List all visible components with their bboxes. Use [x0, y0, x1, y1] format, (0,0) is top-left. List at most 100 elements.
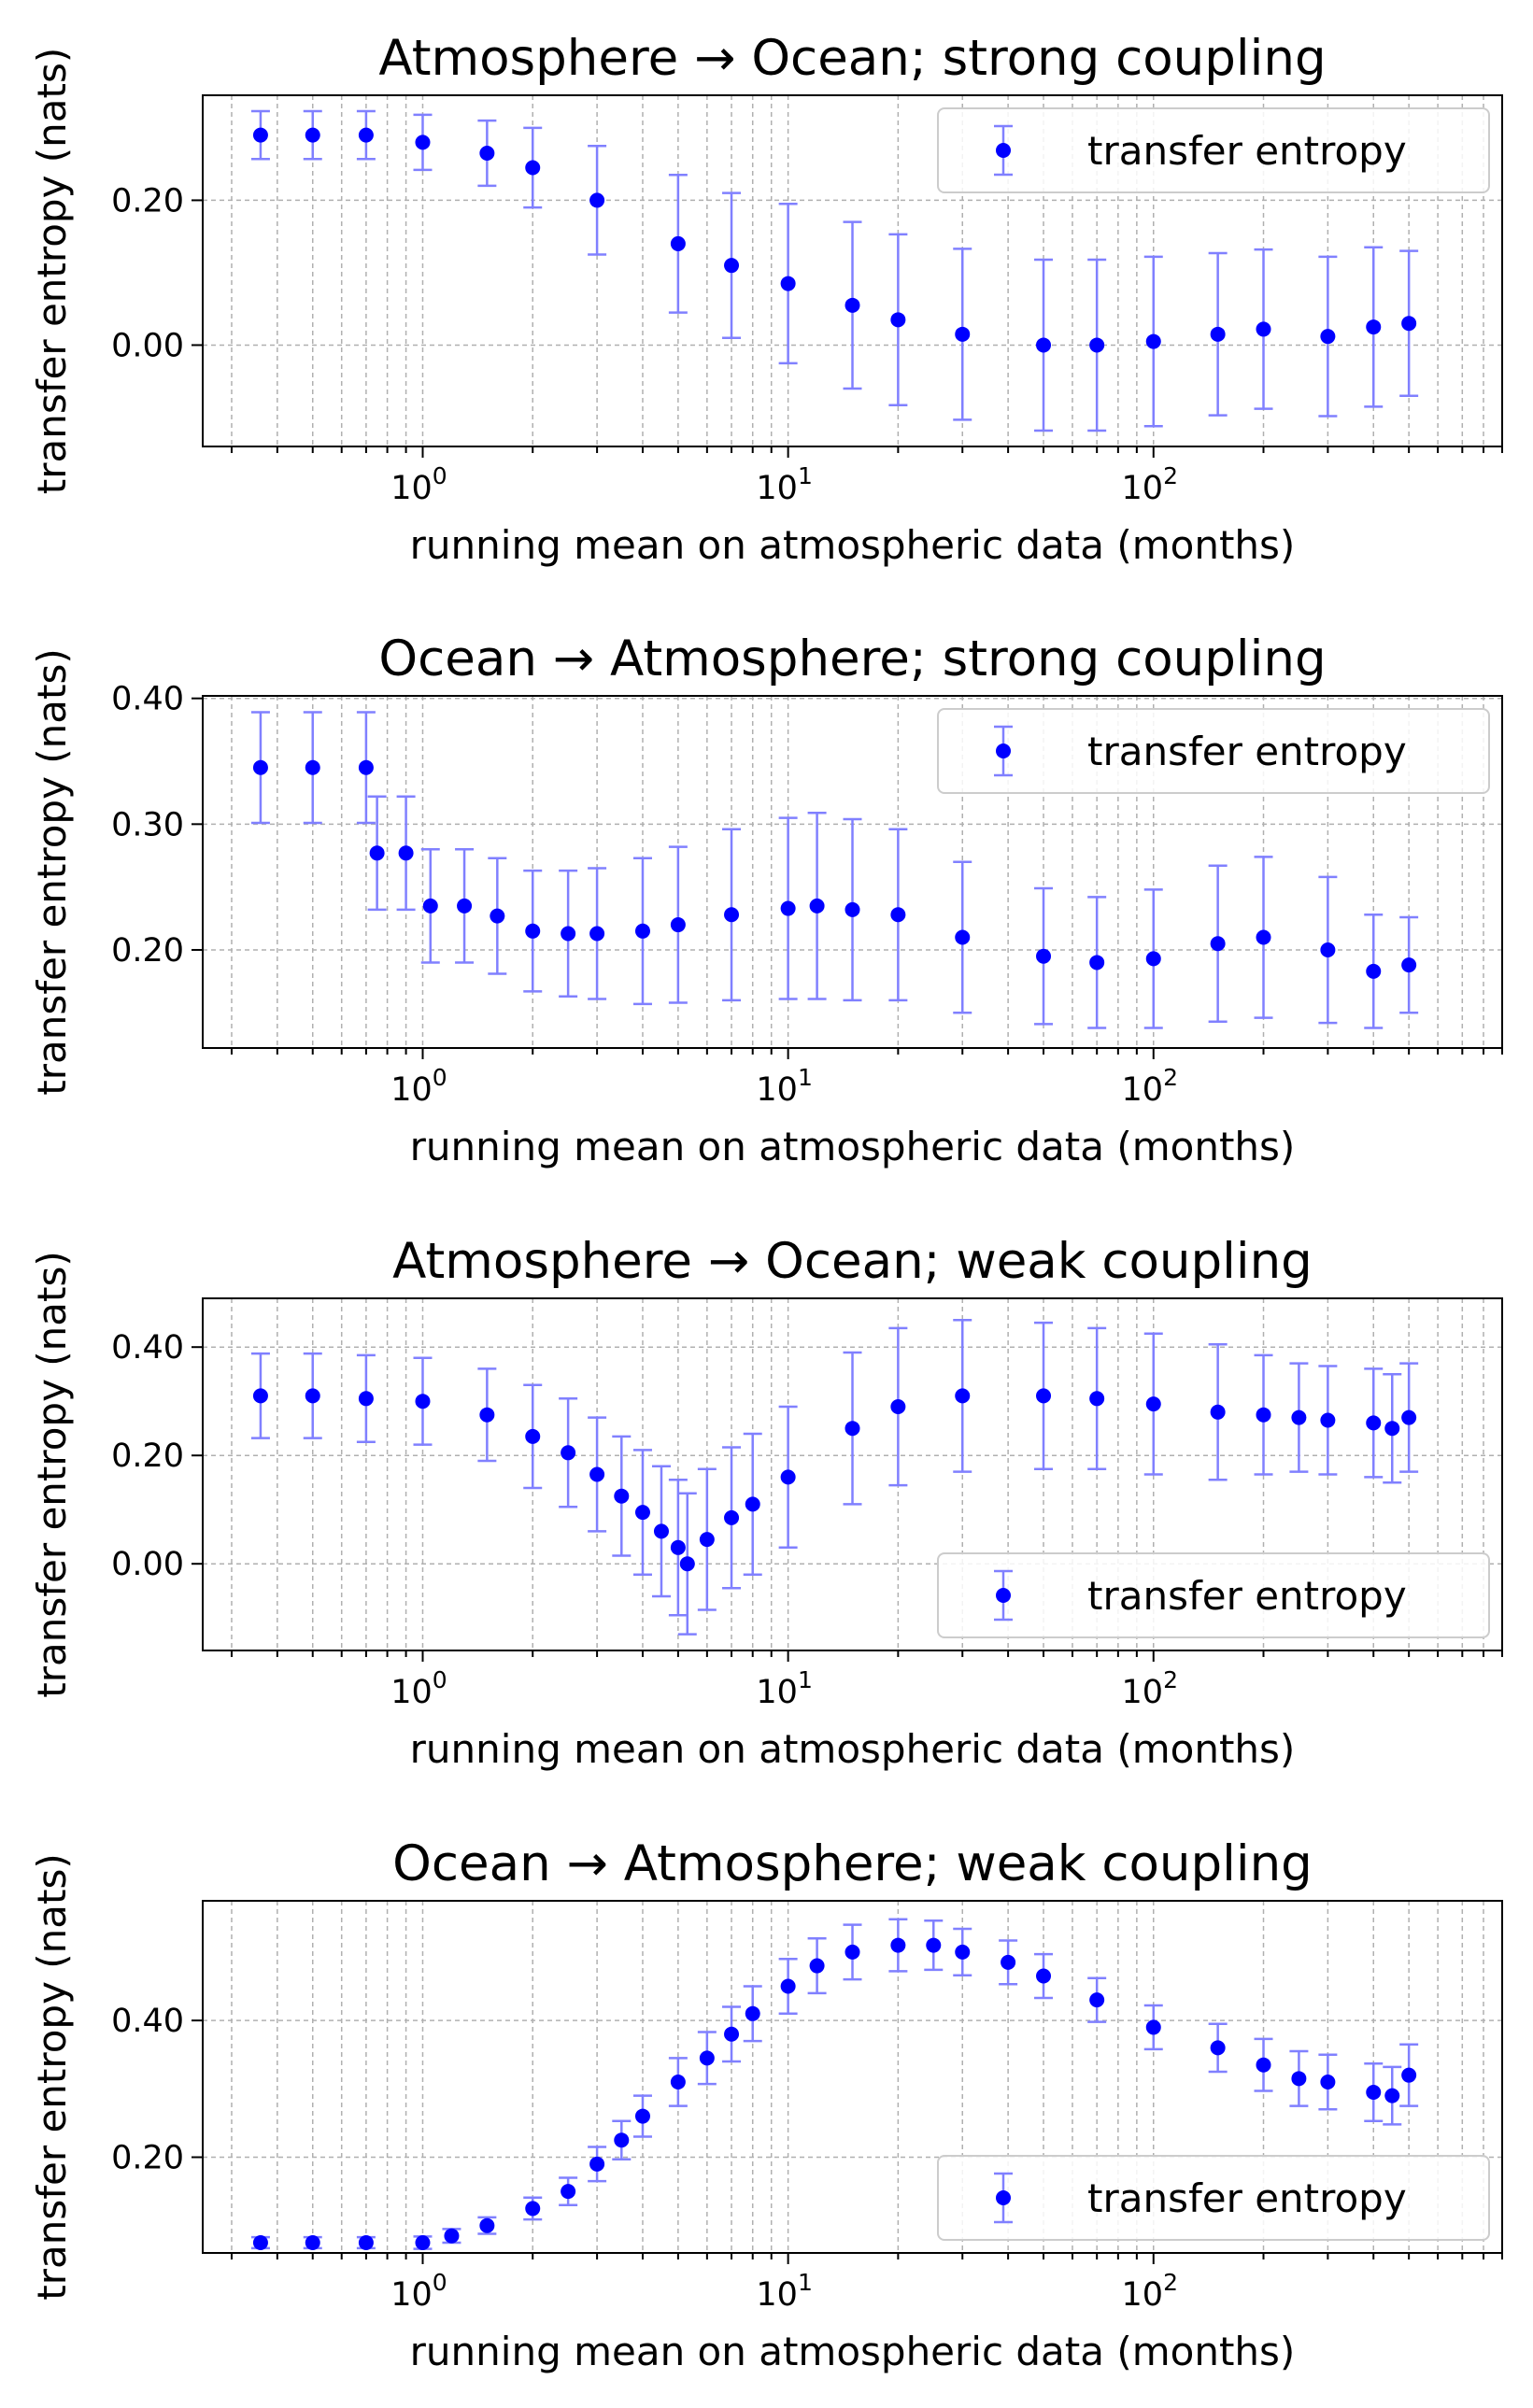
data-point — [561, 926, 576, 942]
data-point — [614, 1488, 630, 1504]
data-point — [670, 235, 686, 251]
data-point — [1366, 963, 1382, 979]
legend-label: transfer entropy — [1087, 1573, 1407, 1619]
data-point — [845, 1421, 860, 1437]
data-point — [369, 845, 385, 861]
chart-panel-2: Ocean → Atmosphere; strong coupling 100 10… — [29, 630, 1503, 1169]
data-point — [1366, 319, 1382, 335]
data-point — [926, 1937, 942, 1953]
data-point — [1210, 326, 1226, 342]
data-point — [252, 1388, 268, 1404]
data-point — [745, 1496, 760, 1512]
chart-title: Ocean → Atmosphere; weak coupling — [392, 1835, 1313, 1892]
data-point — [1001, 1954, 1016, 1970]
y-tick-label: 0.40 — [111, 1329, 184, 1367]
data-point — [670, 2074, 686, 2089]
data-point — [845, 1944, 860, 1960]
chart-title: Ocean → Atmosphere; strong coupling — [378, 630, 1326, 687]
data-point — [890, 1399, 906, 1414]
data-point — [1089, 337, 1105, 353]
data-point — [1036, 948, 1052, 964]
legend-box — [937, 107, 1490, 193]
x-tick-label: 100 — [390, 1666, 447, 1711]
data-point — [1036, 1968, 1052, 1984]
axes-frame — [202, 695, 1503, 1049]
legend: transfer entropy — [937, 2155, 1490, 2241]
data-point — [780, 1469, 796, 1485]
legend-marker — [996, 143, 1011, 158]
data-point — [479, 2217, 495, 2233]
legend: transfer entropy — [937, 708, 1490, 794]
x-axis-label: running mean on atmospheric data (months… — [410, 1124, 1296, 1169]
legend-label: transfer entropy — [1087, 128, 1407, 174]
data-point — [745, 2005, 760, 2021]
chart-panel-4: Ocean → Atmosphere; weak coupling 100 101 1… — [29, 1835, 1503, 2374]
data-point — [724, 907, 740, 923]
data-point — [1145, 2019, 1161, 2035]
data-point — [699, 2050, 715, 2066]
chart-panel-3: Atmosphere → Ocean; weak coupling 100 101 1… — [29, 1233, 1503, 1772]
legend-label: transfer entropy — [1087, 729, 1407, 774]
axes-frame — [202, 1297, 1503, 1651]
data-point — [1366, 1415, 1382, 1431]
x-tick-label: 100 — [390, 2269, 447, 2314]
x-tick-label: 101 — [756, 1666, 812, 1711]
y-tick-label: 0.00 — [111, 1546, 184, 1583]
data-point — [415, 135, 431, 150]
data-point — [955, 1388, 971, 1404]
x-tick-label: 101 — [756, 462, 812, 507]
legend-marker — [996, 744, 1011, 758]
data-point — [653, 1523, 669, 1539]
x-axis-label: running mean on atmospheric data (months… — [410, 1726, 1296, 1772]
data-point — [525, 2201, 541, 2217]
data-point — [398, 845, 414, 861]
data-point — [1089, 1992, 1105, 2008]
data-point — [1036, 1388, 1052, 1404]
x-tick-label: 100 — [390, 462, 447, 507]
data-points — [252, 1388, 1417, 1572]
x-tick-label: 101 — [756, 1064, 812, 1109]
data-point — [561, 1445, 576, 1461]
data-point — [634, 2108, 650, 2124]
chart-panel-1: Atmosphere → Ocean; strong coupling 100 10… — [29, 30, 1503, 568]
data-point — [679, 1556, 695, 1572]
data-point — [1036, 337, 1052, 353]
data-point — [1145, 1396, 1161, 1412]
data-point — [479, 146, 495, 162]
data-point — [1320, 1412, 1336, 1428]
data-point — [589, 192, 605, 208]
x-axis-label: running mean on atmospheric data (months… — [410, 522, 1296, 568]
data-point — [845, 297, 860, 313]
data-point — [589, 926, 605, 942]
data-point — [614, 2132, 630, 2148]
data-point — [809, 1958, 825, 1974]
axes-frame — [202, 1900, 1503, 2254]
data-point — [634, 1505, 650, 1521]
data-points — [252, 127, 1417, 353]
data-point — [358, 2235, 374, 2251]
data-point — [724, 1509, 740, 1525]
axes-frame — [202, 94, 1503, 447]
data-point — [1320, 329, 1336, 345]
data-point — [561, 2184, 576, 2200]
y-tick-label: 0.20 — [111, 1438, 184, 1475]
data-point — [780, 276, 796, 291]
y-tick-label: 0.30 — [111, 806, 184, 843]
data-point — [358, 127, 374, 143]
data-point — [780, 900, 796, 916]
data-point — [1210, 1404, 1226, 1420]
y-axis-label: transfer entropy (nats) — [29, 648, 75, 1096]
y-axis-label: transfer entropy (nats) — [29, 48, 75, 495]
data-point — [1256, 321, 1271, 337]
data-point — [490, 908, 505, 924]
data-point — [1089, 1391, 1105, 1407]
data-point — [305, 759, 320, 775]
data-point — [1291, 2071, 1307, 2087]
x-axis-label: running mean on atmospheric data (months… — [410, 2329, 1296, 2374]
grid — [203, 1901, 1503, 2253]
data-point — [1401, 316, 1417, 332]
data-point — [305, 1388, 320, 1404]
data-point — [1291, 1409, 1307, 1425]
data-point — [358, 1391, 374, 1407]
data-point — [1401, 2067, 1417, 2083]
